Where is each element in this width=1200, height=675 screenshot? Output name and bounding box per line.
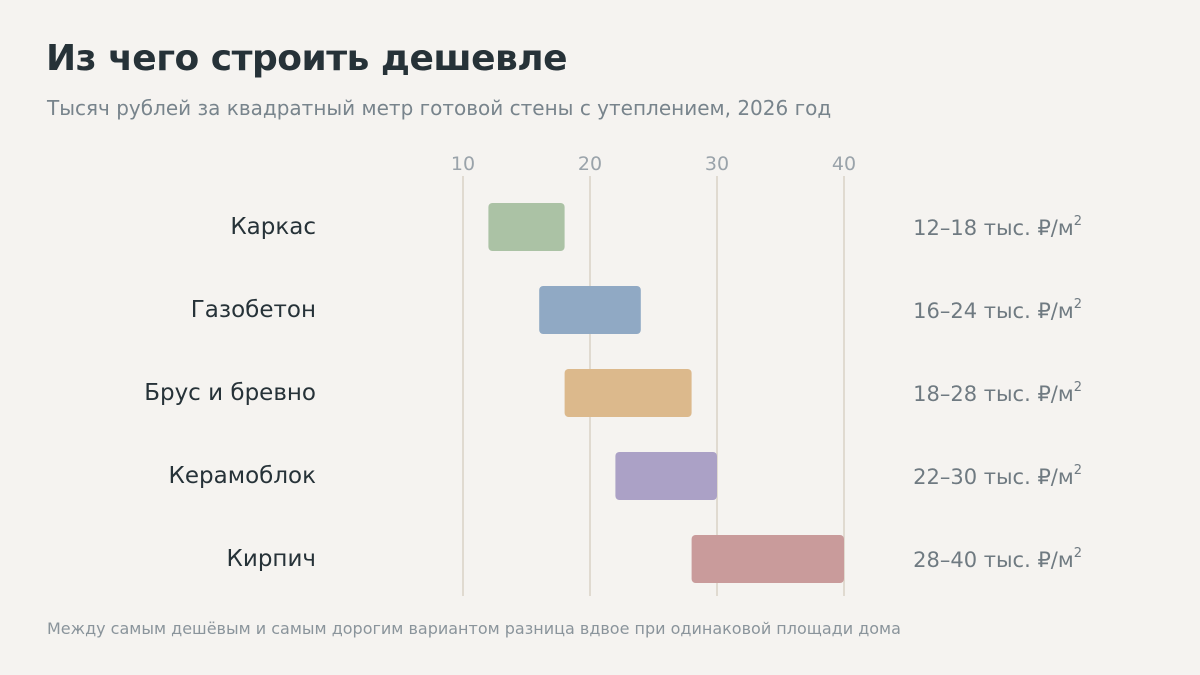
category-label: Кирпич [227,546,316,572]
range-value-superscript: 2 [1074,546,1082,561]
gridlines [462,176,845,596]
category-label: Керамоблок [169,463,317,489]
range-value-label: 18–28 тыс. ₽/м2 [913,380,1082,406]
category-label: Каркас [230,214,316,240]
x-tick-label: 40 [832,153,856,175]
chart-subtitle: Тысяч рублей за квадратный метр готовой … [47,96,832,120]
x-tick-label: 10 [451,153,475,175]
x-axis-ticks: 10 20 30 40 [451,153,856,175]
range-value-superscript: 2 [1074,463,1082,478]
x-tick-label: 20 [578,153,602,175]
category-label: Брус и бревно [144,380,316,406]
range-value-text: 16–24 тыс. ₽/м [913,299,1074,323]
range-value-label: 28–40 тыс. ₽/м2 [913,546,1082,572]
x-tick-label: 30 [705,153,729,175]
range-bar [488,203,565,251]
range-value-label: 22–30 тыс. ₽/м2 [913,463,1082,489]
category-label: Газобетон [191,297,316,323]
range-value-label: 12–18 тыс. ₽/м2 [913,214,1082,240]
range-value-superscript: 2 [1074,214,1082,229]
range-bar [615,452,717,500]
footnote: Между самым дешёвым и самым дорогим вари… [47,619,901,638]
range-value-superscript: 2 [1074,297,1082,312]
range-value-text: 28–40 тыс. ₽/м [913,548,1074,572]
range-bar [539,286,641,334]
range-value-label: 16–24 тыс. ₽/м2 [913,297,1082,323]
category-labels: Каркас Газобетон Брус и бревно Керамоблок Ки… [144,214,316,572]
range-value-superscript: 2 [1074,380,1082,395]
range-bar [564,369,692,417]
range-value-text: 22–30 тыс. ₽/м [913,465,1074,489]
range-bars [488,203,844,583]
range-value-text: 18–28 тыс. ₽/м [913,382,1074,406]
range-value-text: 12–18 тыс. ₽/м [913,216,1074,240]
chart-title: Из чего строить дешевле [46,38,568,79]
range-bar [691,535,844,583]
